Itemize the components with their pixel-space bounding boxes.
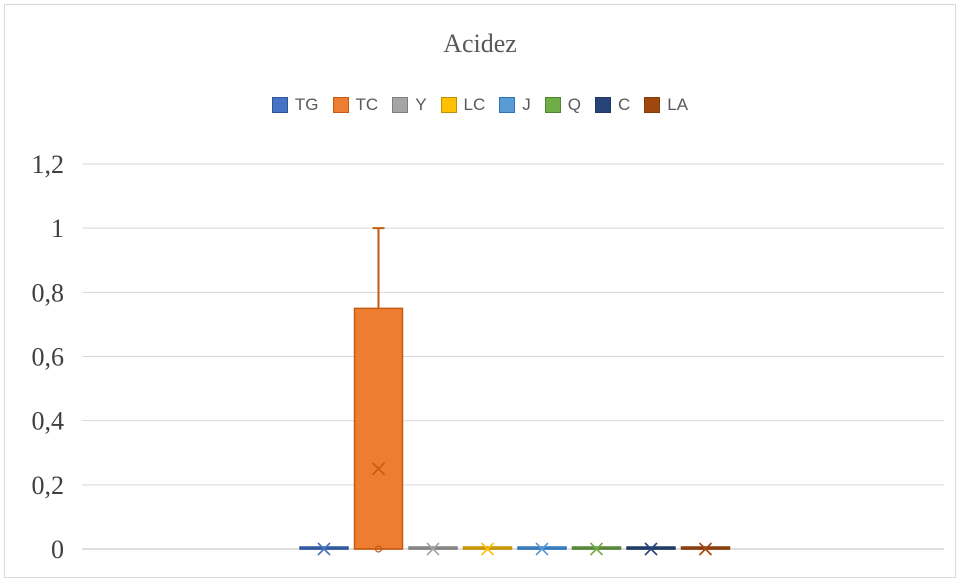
y-tick-label: 1	[51, 214, 64, 243]
legend-swatch-la	[644, 97, 661, 113]
legend-item-y: Y	[392, 95, 427, 115]
legend-item-tg: TG	[271, 95, 319, 115]
legend-label-la: LA	[667, 95, 689, 114]
mean-marker-y	[426, 542, 440, 556]
legend: TG TC Y LC J Q C LA	[5, 95, 955, 115]
legend-swatch-tg	[271, 97, 288, 113]
mean-marker-q	[589, 542, 604, 556]
legend-label-tg: TG	[294, 95, 319, 114]
mean-marker-j	[535, 542, 549, 556]
chart-title: Acidez	[443, 29, 517, 58]
legend-swatch-q	[544, 97, 561, 113]
mean-marker-tg	[317, 542, 331, 556]
legend-item-c: C	[595, 95, 630, 115]
y-tick-label: 0,2	[32, 471, 65, 500]
legend-swatch-lc	[440, 97, 457, 113]
legend-swatch-c	[595, 97, 611, 113]
mean-marker-la	[698, 542, 713, 556]
y-tick-label: 0,4	[32, 407, 65, 436]
legend-label-q: Q	[567, 95, 581, 114]
legend-item-la: LA	[644, 95, 688, 115]
y-tick-label: 1,2	[32, 150, 65, 179]
legend-item-q: Q	[544, 95, 581, 115]
mean-marker-c	[644, 542, 658, 556]
legend-item-lc: LC	[440, 95, 486, 115]
legend-swatch-j	[499, 97, 516, 113]
legend-label-c: C	[618, 95, 631, 114]
y-tick-label: 0,6	[32, 343, 65, 372]
legend-label-y: Y	[415, 95, 427, 114]
legend-label-lc: LC	[463, 95, 486, 114]
legend-item-tc: TC	[332, 95, 379, 115]
legend-swatch-y	[392, 97, 409, 113]
legend-item-j: J	[499, 95, 531, 115]
chart-area: Acidez TG TC Y LC J Q C LA	[4, 4, 956, 578]
y-tick-label: 0	[51, 535, 64, 564]
box-tc	[353, 307, 404, 550]
mean-marker-tc	[371, 462, 386, 476]
legend-swatch-tc	[332, 97, 349, 113]
y-tick-label: 0,8	[32, 278, 65, 307]
point-marker-tc	[374, 545, 383, 553]
legend-label-tc: TC	[355, 95, 379, 114]
legend-label-j: J	[522, 95, 531, 114]
mean-marker-lc	[480, 542, 495, 556]
